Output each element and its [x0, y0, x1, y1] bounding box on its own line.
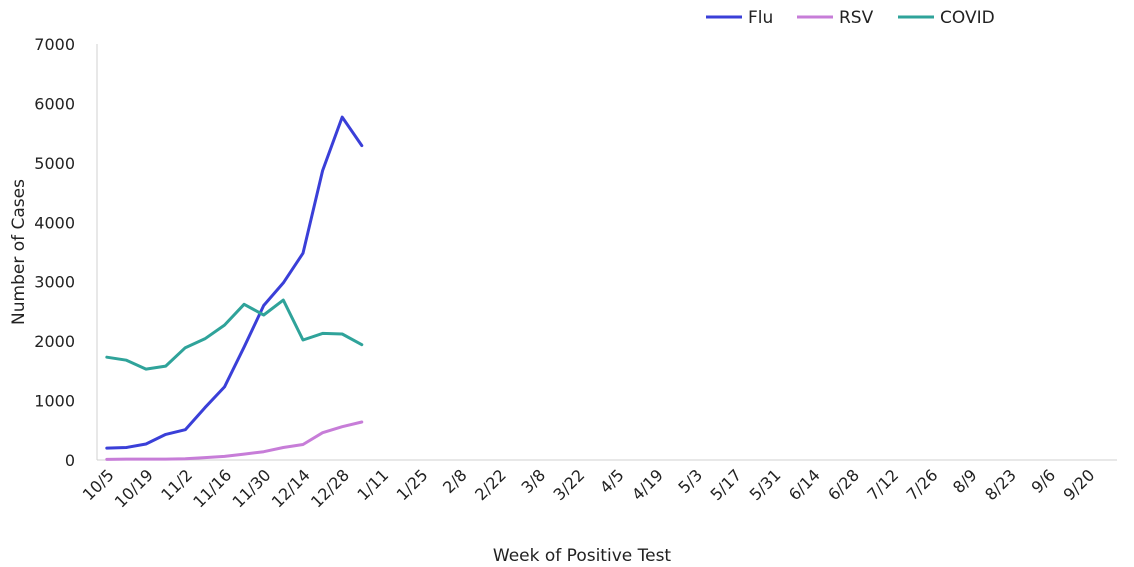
plot-area — [105, 115, 364, 461]
x-tick-label: 2/8 — [439, 465, 471, 497]
x-tick-label: 11/30 — [229, 465, 275, 511]
x-tick-label: 5/17 — [706, 465, 745, 504]
y-axis: 0 1000 2000 3000 4000 5000 6000 7000 — [34, 35, 98, 470]
x-tick-label: 1/25 — [393, 465, 432, 504]
x-tick-label: 4/5 — [596, 465, 628, 497]
x-tick-label: 5/3 — [674, 465, 706, 497]
y-tick-label: 3000 — [34, 273, 75, 292]
y-axis-title: Number of Cases — [9, 179, 29, 325]
y-tick-label: 0 — [65, 451, 75, 470]
x-tick-label: 12/28 — [307, 465, 353, 511]
series-line-rsv — [105, 420, 364, 461]
series-line-flu — [105, 115, 364, 450]
x-tick-label: 9/20 — [1060, 465, 1099, 504]
x-tick-label: 4/19 — [628, 465, 667, 504]
x-tick-label: 1/11 — [353, 465, 392, 504]
y-tick-label: 5000 — [34, 154, 75, 173]
legend-label-covid: COVID — [940, 8, 995, 28]
x-tick-label: 8/23 — [981, 465, 1020, 504]
legend-label-rsv: RSV — [839, 8, 874, 28]
x-tick-label: 10/19 — [111, 465, 157, 511]
x-tick-label: 5/31 — [746, 465, 785, 504]
y-tick-label: 1000 — [34, 392, 75, 411]
x-tick-label: 12/14 — [268, 465, 314, 511]
x-tick-label: 6/14 — [785, 465, 824, 504]
x-tick-label: 11/16 — [189, 465, 235, 511]
x-axis-title: Week of Positive Test — [493, 546, 672, 566]
legend-label-flu: Flu — [748, 8, 773, 28]
x-tick-label: 3/8 — [518, 465, 550, 497]
y-tick-label: 2000 — [34, 332, 75, 351]
x-tick-label: 9/6 — [1028, 465, 1060, 497]
chart-legend: Flu RSV COVID — [706, 8, 995, 28]
y-tick-label: 4000 — [34, 213, 75, 232]
x-tick-label: 6/28 — [824, 465, 863, 504]
x-tick-label: 7/12 — [863, 465, 902, 504]
x-tick-label: 2/22 — [471, 465, 510, 504]
y-tick-label: 7000 — [34, 35, 75, 54]
y-tick-label: 6000 — [34, 94, 75, 113]
x-tick-label: 8/9 — [949, 465, 981, 497]
series-line-covid — [105, 298, 364, 371]
x-tick-label: 3/22 — [550, 465, 589, 504]
x-tick-label: 7/26 — [903, 465, 942, 504]
